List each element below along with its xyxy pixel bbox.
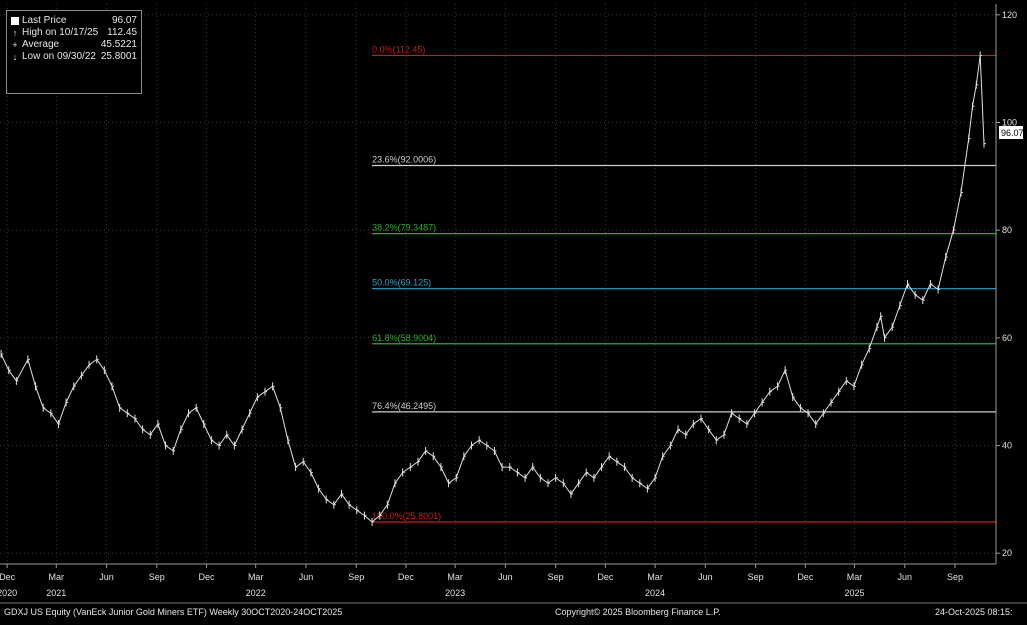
- gridlines: [0, 4, 996, 564]
- fib-level-label: 38.2%(79.3487): [372, 223, 436, 233]
- x-tick-label: Sep: [748, 572, 764, 582]
- footer-timestamp: 24-Oct-2025 08:15:: [935, 607, 1013, 617]
- x-tick-label: Jun: [498, 572, 513, 582]
- x-axis: Dec 2020 Mar 2021 Jun Sep Dec Mar 2022 Jun Sep Dec M…: [0, 564, 963, 598]
- fibonacci-levels: 0.0%(112.45) 23.6%(92.0006) 38.2%(79.3487)…: [372, 44, 996, 523]
- x-year-label: 2023: [445, 588, 465, 598]
- y-tick-label: 80: [1002, 225, 1012, 235]
- legend-low-value: 25.8001: [100, 51, 137, 62]
- fib-level-label: 0.0%(112.45): [372, 44, 425, 54]
- x-tick-label: Sep: [348, 572, 364, 582]
- last-price-swatch-icon: [11, 17, 19, 25]
- price-line: [0, 55, 985, 523]
- high-marker-icon: ↑: [12, 28, 18, 38]
- x-tick-label: Jun: [299, 572, 314, 582]
- x-tick-label: Jun: [898, 572, 913, 582]
- x-year-label: 2024: [645, 588, 665, 598]
- price-series: [0, 51, 986, 526]
- footer-copyright: Copyright© 2025 Bloomberg Finance L.P.: [555, 607, 721, 617]
- x-tick-label: Dec: [0, 572, 16, 582]
- fib-level-label: 76.4%(46.2495): [372, 401, 436, 411]
- x-tick-label: Dec: [199, 572, 216, 582]
- x-year-label: 2025: [844, 588, 864, 598]
- x-tick-label: Dec: [797, 572, 814, 582]
- legend-high-value: 112.45: [107, 27, 137, 38]
- x-year-label: 2020: [0, 588, 17, 598]
- legend-average: + Average 45.5221: [11, 39, 137, 51]
- x-tick-label: Mar: [447, 572, 463, 582]
- y-tick-label: 40: [1002, 441, 1012, 451]
- last-price-tag-box: [999, 126, 1023, 139]
- last-price-tag: 96.07: [999, 126, 1024, 139]
- average-marker-icon: +: [12, 40, 18, 50]
- legend-last-price: Last Price 96.07: [11, 15, 137, 27]
- x-tick-label: Sep: [548, 572, 564, 582]
- x-tick-label: Mar: [647, 572, 663, 582]
- x-tick-label: Mar: [248, 572, 264, 582]
- fib-level-label: 23.6%(92.0006): [372, 155, 436, 165]
- y-axis: 20 40 60 80 100 120: [996, 10, 1017, 558]
- x-year-label: 2021: [46, 588, 66, 598]
- x-tick-label: Sep: [947, 572, 963, 582]
- legend-last-price-label: Last Price: [22, 15, 67, 26]
- legend-last-price-value: 96.07: [111, 15, 137, 26]
- x-tick-label: Sep: [149, 572, 165, 582]
- x-tick-label: Jun: [99, 572, 114, 582]
- legend-average-label: Average: [22, 39, 60, 50]
- x-tick-label: Dec: [597, 572, 614, 582]
- footer-security-description: GDXJ US Equity (VanEck Junior Gold Miner…: [4, 607, 343, 617]
- x-tick-label: Mar: [847, 572, 863, 582]
- legend-high-label: High on 10/17/25: [22, 27, 99, 38]
- x-tick-label: Jun: [698, 572, 713, 582]
- low-marker-icon: ↓: [12, 52, 18, 62]
- legend-box: Last Price 96.07 ↑ High on 10/17/25 112.4…: [6, 10, 142, 94]
- y-tick-label: 20: [1002, 548, 1012, 558]
- footer-bar: GDXJ US Equity (VanEck Junior Gold Miner…: [0, 604, 1027, 625]
- fib-level-label: 61.8%(58.9004): [372, 333, 436, 343]
- y-tick-label: 60: [1002, 333, 1012, 343]
- x-year-label: 2022: [246, 588, 266, 598]
- x-tick-label: Dec: [398, 572, 415, 582]
- legend-average-value: 45.5221: [100, 39, 137, 50]
- last-price-tag-text: 96.07: [1001, 128, 1024, 138]
- y-tick-label: 100: [1002, 117, 1017, 127]
- x-tick-label: Mar: [49, 572, 65, 582]
- fib-level-label: 50.0%(69.125): [372, 278, 431, 288]
- legend-low-label: Low on 09/30/22: [22, 51, 96, 62]
- legend-high: ↑ High on 10/17/25 112.45: [11, 27, 137, 39]
- fib-level-label: 100.0%(25.8001): [372, 511, 441, 521]
- legend-low: ↓ Low on 09/30/22 25.8001: [11, 51, 137, 63]
- y-tick-label: 120: [1002, 10, 1017, 20]
